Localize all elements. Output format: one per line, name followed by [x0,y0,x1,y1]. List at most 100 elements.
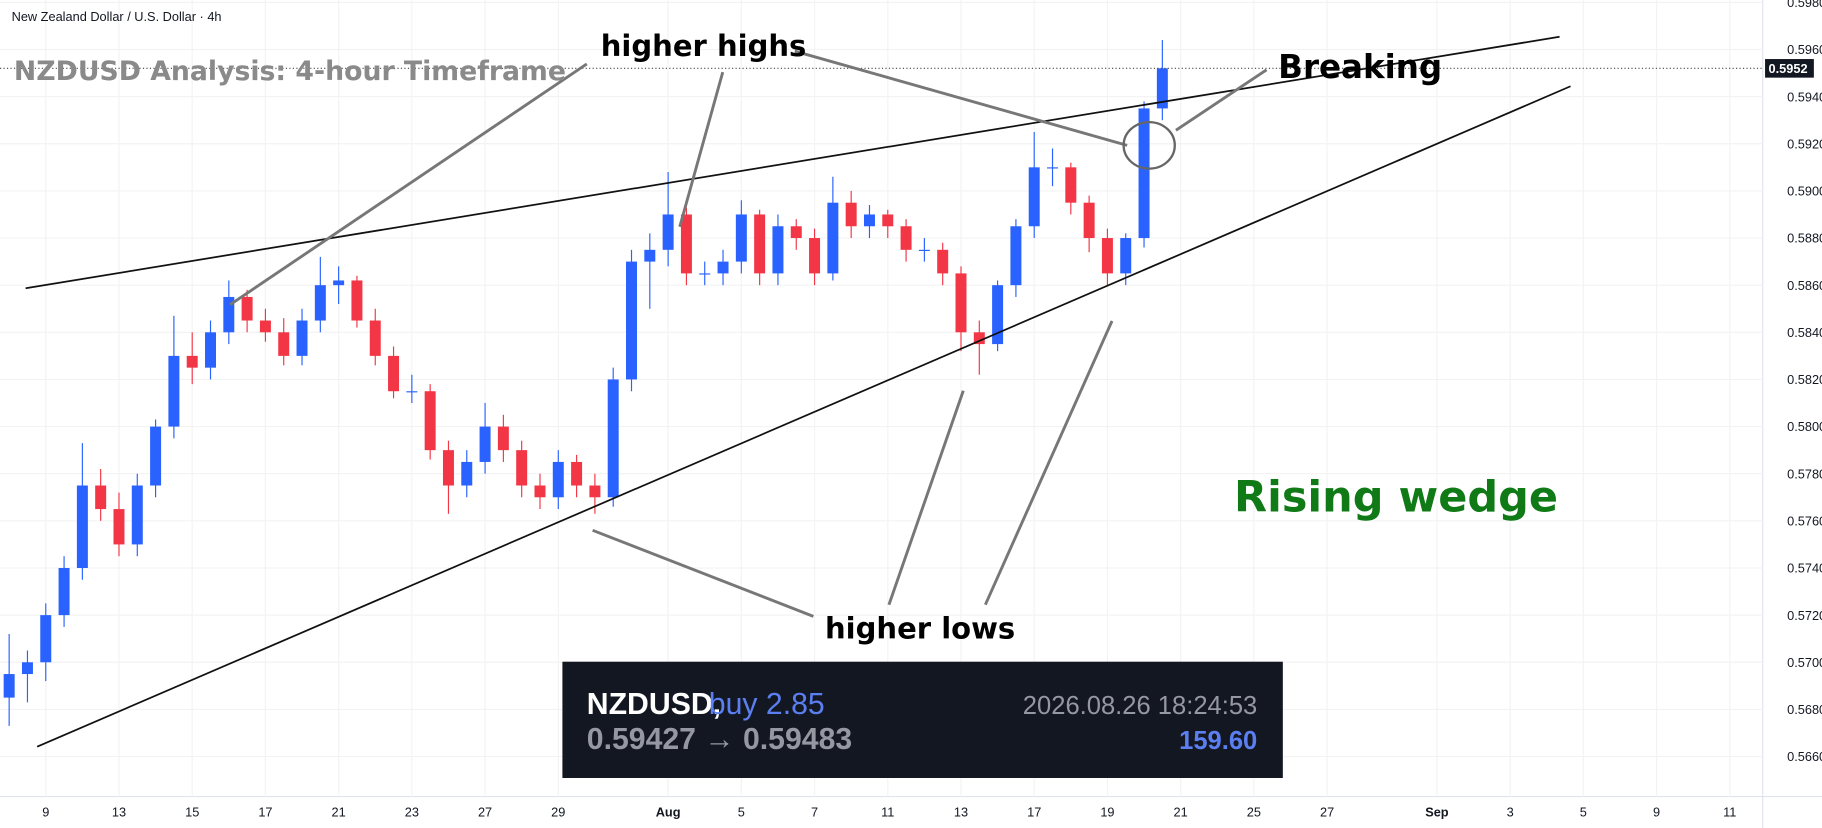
last-price-box [1765,59,1814,78]
candle-body [845,202,857,227]
candle-body [461,461,473,486]
candle-body [1028,167,1040,227]
annotation: higher highs [601,29,807,63]
x-tick-label: 19 [1100,804,1114,819]
candle-body [497,426,509,451]
candle-body [680,214,692,274]
candle-body [131,485,143,545]
candle-body [992,285,1004,345]
x-tick-label: 27 [1320,804,1334,819]
candle-body [973,332,985,345]
x-tick-label: 9 [42,804,49,819]
break-circle [1122,120,1176,170]
candle-body [534,485,546,498]
x-tick-label: 25 [1247,804,1261,819]
candle-body [863,214,875,227]
candle-body [296,320,308,356]
annotation: higher lows [825,611,1015,645]
candle-body [552,461,564,498]
candle-body [918,249,930,251]
y-tick-label: 0.5980 [1787,0,1822,10]
candle-body [241,296,253,321]
candle-body [40,615,52,663]
candle-body [333,280,345,286]
candle-body [314,285,326,321]
candle-body [1156,68,1168,109]
candle-body [3,674,15,698]
chart-title: NZDUSD Analysis: 4-hour Timeframe [14,56,566,87]
x-tick-label: 5 [738,804,745,819]
panel-side: buy 2.85 [709,688,825,721]
candle-body [900,226,912,250]
candle-body [1065,167,1077,203]
candle-body [369,320,381,356]
panel-profit: 159.60 [1179,727,1257,755]
pointer [984,320,1114,606]
candle-body [168,355,180,427]
x-tick-label: 13 [954,804,968,819]
candle-body [772,226,784,274]
candle-body [1101,238,1113,274]
x-tick-label: 13 [112,804,126,819]
candle-body [571,461,583,486]
trendline [25,35,1560,290]
candle-body [95,485,107,510]
annotation: Breaking [1278,48,1442,86]
x-tick-label: 21 [332,804,346,819]
x-tick-label: 23 [405,804,419,819]
x-tick-label: 21 [1174,804,1188,819]
candle-body [259,320,271,333]
candle-body [58,567,70,616]
candle-body [809,238,821,274]
candle-body [699,273,711,275]
pointer [887,390,965,606]
x-tick-label: 5 [1580,804,1587,819]
candle-body [735,214,747,262]
candle-body [388,355,400,392]
x-tick-label: 11 [1723,804,1736,819]
x-tick-label: 29 [551,804,565,819]
candle-body [21,662,33,675]
candle-body [1138,108,1150,239]
candle-body [406,391,418,393]
candle-body [424,391,436,451]
candle-body [1120,238,1132,274]
panel-symbol: NZDUSD, [587,688,721,721]
trade-panel [562,661,1283,778]
x-tick-label: 17 [258,804,272,819]
candle-body [827,202,839,274]
candle-body [516,450,528,486]
candle-body [1083,202,1095,239]
candle-body [589,485,601,498]
trendline [36,85,1571,748]
candle-body [442,450,454,486]
candle-body [662,214,674,250]
x-tick-label: 3 [1507,804,1514,819]
x-tick-label: 27 [478,804,492,819]
candle-body [278,332,290,356]
x-tick-label: 11 [881,804,894,819]
pattern-label: Rising wedge [1234,473,1558,523]
x-tick-label: 17 [1027,804,1041,819]
candle-body [223,296,235,333]
candle-body [790,226,802,239]
x-tick-label: 9 [1653,804,1660,819]
pointer [1175,68,1268,132]
candle-body [205,332,216,368]
x-tick-label: 7 [811,804,818,819]
x-tick-label: Sep [1425,804,1449,819]
